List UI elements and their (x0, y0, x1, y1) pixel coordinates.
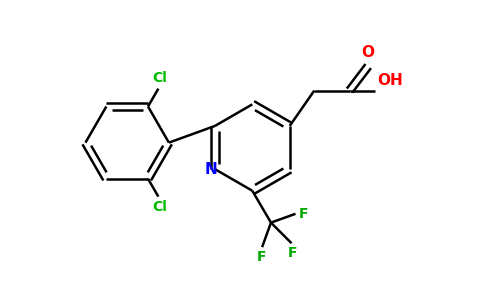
Text: Cl: Cl (152, 200, 167, 214)
Text: OH: OH (378, 73, 403, 88)
Text: F: F (257, 250, 266, 264)
Text: O: O (362, 45, 375, 60)
Text: F: F (288, 246, 297, 260)
Text: Cl: Cl (152, 71, 167, 85)
Text: N: N (205, 162, 217, 177)
Text: F: F (299, 207, 308, 221)
